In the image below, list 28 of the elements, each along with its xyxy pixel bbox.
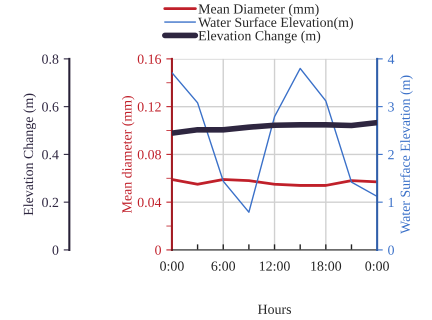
y-tick-label: 0 (155, 246, 161, 255)
x-tick-label: 0:00 (160, 261, 184, 271)
legend-label: Water Surface Elevation(m) (198, 17, 353, 30)
y-axis-title: Mean diameter (mm) (122, 96, 134, 214)
y2-tick-label: 3 (388, 102, 394, 112)
y3-tick-label: 0.8 (42, 54, 58, 64)
x-tick-label: 6:00 (211, 261, 236, 271)
y3-tick-label: 0 (52, 246, 58, 255)
y2-tick-label: 4 (388, 54, 394, 64)
legend-label: Mean Diameter (mm) (198, 4, 319, 16)
y2-tick-label: 1 (388, 198, 394, 207)
legend-label: Elevation Change (m) (198, 30, 320, 44)
y-tick-label: 0.12 (138, 102, 161, 112)
x-tick-label: 0:00 (365, 261, 389, 271)
y2-axis-title: Water Surface Elevation (m) (400, 76, 413, 234)
x-tick-label: 12:00 (260, 261, 290, 271)
y-tick-label: 0.08 (138, 150, 161, 160)
y3-tick-label: 0.4 (42, 150, 59, 160)
y3-tick-label: 0.2 (42, 198, 58, 208)
y3-tick-label: 0.6 (42, 102, 59, 112)
x-axis-title: Hours (258, 304, 292, 314)
line-series (172, 68, 378, 213)
y-tick-label: 0.04 (138, 198, 162, 208)
x-tick-label: 18:00 (311, 261, 342, 271)
y2-tick-label: 0 (388, 246, 394, 255)
y3-axis-title: Elevation Change (m) (23, 94, 36, 216)
y-tick-label: 0.16 (138, 54, 162, 64)
y2-tick-label: 2 (388, 150, 394, 160)
